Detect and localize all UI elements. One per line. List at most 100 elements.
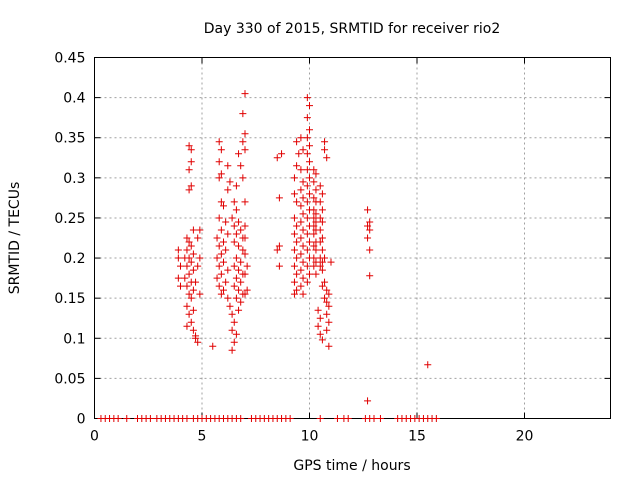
data-point (299, 290, 307, 298)
data-point (314, 322, 322, 330)
data-point (364, 206, 372, 214)
data-point (310, 166, 318, 174)
data-point (318, 258, 326, 266)
data-point (194, 234, 202, 242)
data-point (220, 286, 227, 294)
data-point (235, 242, 243, 250)
data-point (237, 226, 245, 234)
data-point (312, 246, 320, 254)
data-point (215, 174, 223, 182)
data-point (230, 198, 238, 206)
data-point (293, 270, 301, 278)
data-point (237, 278, 245, 286)
data-point (290, 246, 298, 254)
data-point (237, 258, 245, 266)
data-point (235, 266, 243, 274)
data-point (303, 214, 311, 222)
chart-title: Day 330 of 2015, SRMTID for receiver rio… (204, 21, 501, 37)
data-point (215, 214, 223, 222)
y-axis-label: SRMTID / TECUs (7, 182, 23, 295)
data-point (192, 334, 200, 342)
data-point (174, 274, 182, 282)
plot-frame (94, 57, 611, 419)
data-point (366, 272, 374, 280)
y-tick-label: 0.3 (63, 171, 85, 187)
data-point (241, 198, 249, 206)
data-point (194, 338, 202, 346)
x-tick-label: 10 (301, 429, 319, 445)
data-point (241, 90, 249, 98)
data-point (303, 114, 311, 122)
data-point (318, 218, 326, 226)
data-point (297, 250, 305, 258)
data-point (293, 138, 301, 146)
data-point (306, 126, 313, 134)
data-point (275, 262, 283, 270)
data-point (237, 162, 245, 170)
data-point (224, 186, 232, 194)
data-point (228, 310, 236, 318)
data-point (333, 415, 341, 422)
data-point (185, 270, 193, 278)
data-point (312, 186, 320, 194)
data-point (327, 258, 335, 266)
data-point (226, 178, 234, 186)
data-point (323, 154, 331, 162)
data-point (174, 246, 182, 254)
data-point (310, 242, 318, 250)
data-point (293, 222, 301, 230)
data-point (312, 170, 320, 178)
data-point (293, 198, 301, 206)
data-point (376, 415, 384, 422)
data-point (232, 294, 240, 302)
data-point (217, 250, 225, 258)
data-point (314, 306, 322, 314)
data-point (312, 258, 320, 266)
data-point (177, 282, 184, 290)
data-point (189, 266, 197, 274)
data-point (306, 174, 313, 182)
data-point (318, 282, 326, 290)
data-point (316, 314, 324, 322)
data-point (321, 278, 329, 286)
x-tick-label: 15 (408, 429, 426, 445)
data-point (222, 278, 230, 286)
data-point (228, 214, 236, 222)
data-point (299, 194, 307, 202)
data-point (316, 238, 324, 246)
data-point (217, 270, 225, 278)
data-point (310, 214, 318, 222)
data-point (220, 202, 227, 210)
data-point (217, 226, 225, 234)
data-point (239, 138, 247, 146)
data-point (286, 415, 294, 422)
data-point (325, 302, 333, 310)
data-point (273, 246, 281, 254)
data-point (222, 218, 230, 226)
data-point (123, 415, 131, 422)
data-point (183, 262, 191, 270)
data-point (232, 274, 240, 282)
data-point (297, 234, 305, 242)
data-point (310, 206, 318, 214)
data-point (323, 326, 331, 334)
data-point (235, 150, 243, 158)
data-point (306, 158, 313, 166)
data-point (230, 318, 238, 326)
data-point (306, 238, 313, 246)
data-point (215, 242, 223, 250)
data-point (310, 178, 318, 186)
data-point (303, 246, 311, 254)
data-point (174, 254, 182, 262)
data-point (290, 230, 298, 238)
data-point (187, 182, 195, 190)
data-point (241, 270, 249, 278)
data-point (183, 302, 191, 310)
data-point (224, 162, 232, 170)
data-point (316, 262, 324, 270)
data-point (318, 266, 326, 274)
data-point (321, 138, 329, 146)
data-point (299, 226, 307, 234)
data-point (241, 290, 249, 298)
data-point (303, 134, 311, 142)
